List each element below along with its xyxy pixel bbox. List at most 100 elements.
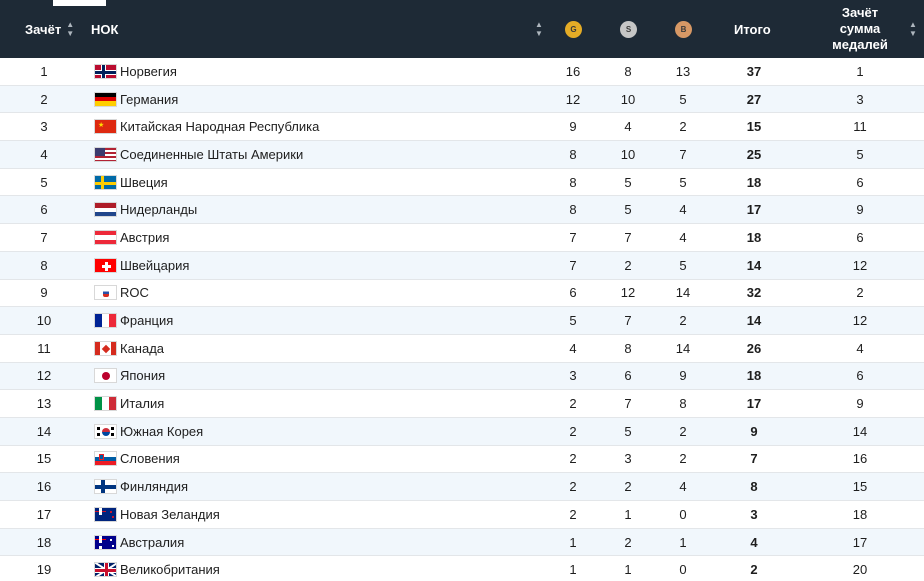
noc-cell[interactable]: Соединенные Штаты Америки bbox=[94, 141, 303, 168]
rank-cell: 18 bbox=[36, 534, 52, 550]
column-rank-header[interactable]: Зачёт ▲ ▼ bbox=[25, 0, 74, 58]
gold-count: 1 bbox=[569, 534, 577, 550]
bronze-count: 1 bbox=[679, 534, 687, 550]
sum-rank: 17 bbox=[852, 534, 868, 550]
table-row[interactable]: 10 Франция 5 7 2 14 12 bbox=[0, 307, 924, 335]
noc-cell[interactable]: Италия bbox=[94, 390, 164, 417]
table-row[interactable]: 12 Япония 3 6 9 18 6 bbox=[0, 362, 924, 391]
netherlands-flag-icon bbox=[94, 202, 117, 218]
table-row[interactable]: 16 Финляндия 2 2 4 8 15 bbox=[0, 473, 924, 501]
table-row[interactable]: 1 Норвегия 16 8 13 37 1 bbox=[0, 58, 924, 86]
total-count: 3 bbox=[750, 506, 758, 522]
table-row[interactable]: 3 ★ Китайская Народная Республика 9 4 2 15 11 bbox=[0, 113, 924, 142]
noc-cell[interactable]: Норвегия bbox=[94, 58, 177, 85]
sort-arrows-icon[interactable]: ▲ ▼ bbox=[535, 20, 543, 38]
table-row[interactable]: 9 ROC 6 12 14 32 2 bbox=[0, 279, 924, 308]
table-row[interactable]: 18 Австралия 1 2 1 4 17 bbox=[0, 528, 924, 557]
sum-rank: 12 bbox=[852, 313, 868, 329]
column-noc-header[interactable]: НОК bbox=[91, 0, 118, 58]
country-name[interactable]: Германия bbox=[120, 91, 179, 107]
table-row[interactable]: 19 Великобритания 1 1 0 2 20 bbox=[0, 556, 924, 581]
sum-rank: 6 bbox=[856, 174, 864, 190]
column-gold-header[interactable]: G bbox=[565, 0, 582, 58]
switzerland-flag-icon bbox=[94, 257, 117, 273]
column-total-header[interactable]: Итого bbox=[734, 0, 771, 58]
country-name[interactable]: Финляндия bbox=[120, 479, 189, 495]
rank-cell: 2 bbox=[40, 91, 48, 107]
noc-cell[interactable]: Новая Зеландия bbox=[94, 501, 220, 528]
column-bronze-header[interactable]: B bbox=[675, 0, 692, 58]
australia-flag-icon bbox=[94, 534, 117, 550]
noc-cell[interactable]: Словения bbox=[94, 446, 180, 473]
italy-flag-icon bbox=[94, 396, 117, 412]
country-name[interactable]: ROC bbox=[120, 285, 149, 301]
country-name[interactable]: Швеция bbox=[120, 174, 168, 190]
noc-cell[interactable]: Нидерланды bbox=[94, 196, 197, 223]
noc-cell[interactable]: Япония bbox=[94, 363, 165, 390]
sort-arrows-icon[interactable]: ▲ ▼ bbox=[909, 20, 917, 38]
noc-cell[interactable]: Австралия bbox=[94, 529, 184, 556]
silver-count: 5 bbox=[624, 423, 632, 439]
noc-cell[interactable]: Австрия bbox=[94, 224, 169, 251]
sum-rank: 5 bbox=[856, 146, 864, 162]
column-sum-header[interactable]: Зачёт сумма медалей bbox=[826, 0, 894, 58]
column-noc-sort[interactable]: ▲ ▼ bbox=[530, 0, 543, 58]
canada-flag-icon bbox=[94, 340, 117, 356]
noc-cell[interactable]: Германия bbox=[94, 86, 178, 113]
country-name[interactable]: Япония bbox=[120, 368, 166, 384]
country-name[interactable]: Канада bbox=[120, 340, 165, 356]
silver-count: 2 bbox=[624, 257, 632, 273]
table-row[interactable]: 7 Австрия 7 7 4 18 6 bbox=[0, 224, 924, 252]
country-name[interactable]: Швейцария bbox=[120, 257, 190, 273]
sum-rank: 6 bbox=[856, 368, 864, 384]
table-row[interactable]: 17 Новая Зеландия 2 1 0 3 18 bbox=[0, 501, 924, 529]
noc-cell[interactable]: Великобритания bbox=[94, 556, 220, 581]
noc-cell[interactable]: Южная Корея bbox=[94, 418, 203, 445]
country-name[interactable]: Нидерланды bbox=[120, 202, 198, 218]
country-name[interactable]: Австралия bbox=[120, 534, 185, 550]
country-name[interactable]: Великобритания bbox=[120, 562, 220, 578]
total-count: 18 bbox=[746, 174, 762, 190]
country-name[interactable]: Италия bbox=[120, 396, 165, 412]
country-name[interactable]: Южная Корея bbox=[120, 423, 204, 439]
table-row[interactable]: 2 Германия 12 10 5 27 3 bbox=[0, 85, 924, 114]
rank-cell: 14 bbox=[36, 423, 52, 439]
bronze-count: 0 bbox=[679, 562, 687, 578]
noc-cell[interactable]: Финляндия bbox=[94, 473, 188, 500]
noc-cell[interactable]: ★ Китайская Народная Республика bbox=[94, 113, 319, 140]
noc-cell[interactable]: ROC bbox=[94, 280, 149, 307]
noc-cell[interactable]: Швейцария bbox=[94, 252, 189, 279]
bronze-count: 4 bbox=[679, 202, 687, 218]
country-name[interactable]: Новая Зеландия bbox=[120, 506, 220, 522]
column-silver-header[interactable]: S bbox=[620, 0, 637, 58]
sum-rank: 20 bbox=[852, 562, 868, 578]
column-sum-sort[interactable]: ▲ ▼ bbox=[904, 0, 917, 58]
table-row[interactable]: 15 Словения 2 3 2 7 16 bbox=[0, 445, 924, 474]
gold-count: 7 bbox=[569, 229, 577, 245]
slovenia-flag-icon bbox=[94, 451, 117, 467]
country-name[interactable]: Китайская Народная Республика bbox=[120, 119, 320, 135]
total-count: 8 bbox=[750, 479, 758, 495]
table-row[interactable]: 14 Южная Корея 2 5 2 9 14 bbox=[0, 417, 924, 446]
noc-cell[interactable]: Канада bbox=[94, 335, 164, 362]
table-row[interactable]: 8 Швейцария 7 2 5 14 12 bbox=[0, 251, 924, 280]
total-count: 15 bbox=[746, 119, 762, 135]
total-count: 27 bbox=[746, 91, 762, 107]
silver-count: 5 bbox=[624, 174, 632, 190]
sort-arrows-icon[interactable]: ▲ ▼ bbox=[66, 20, 75, 38]
bronze-count: 2 bbox=[679, 423, 687, 439]
table-row[interactable]: 13 Италия 2 7 8 17 9 bbox=[0, 390, 924, 418]
rank-cell: 6 bbox=[40, 202, 48, 218]
table-row[interactable]: 5 Швеция 8 5 5 18 6 bbox=[0, 168, 924, 197]
country-name[interactable]: Соединенные Штаты Америки bbox=[120, 146, 304, 162]
gold-count: 8 bbox=[569, 202, 577, 218]
country-name[interactable]: Словения bbox=[120, 451, 180, 467]
table-row[interactable]: 11 Канада 4 8 14 26 4 bbox=[0, 334, 924, 363]
table-row[interactable]: 4 Соединенные Штаты Америки 8 10 7 25 5 bbox=[0, 141, 924, 169]
noc-cell[interactable]: Швеция bbox=[94, 169, 168, 196]
table-row[interactable]: 6 Нидерланды 8 5 4 17 9 bbox=[0, 196, 924, 225]
country-name[interactable]: Франция bbox=[120, 313, 174, 329]
noc-cell[interactable]: Франция bbox=[94, 307, 173, 334]
country-name[interactable]: Норвегия bbox=[120, 63, 177, 79]
country-name[interactable]: Австрия bbox=[120, 229, 170, 245]
